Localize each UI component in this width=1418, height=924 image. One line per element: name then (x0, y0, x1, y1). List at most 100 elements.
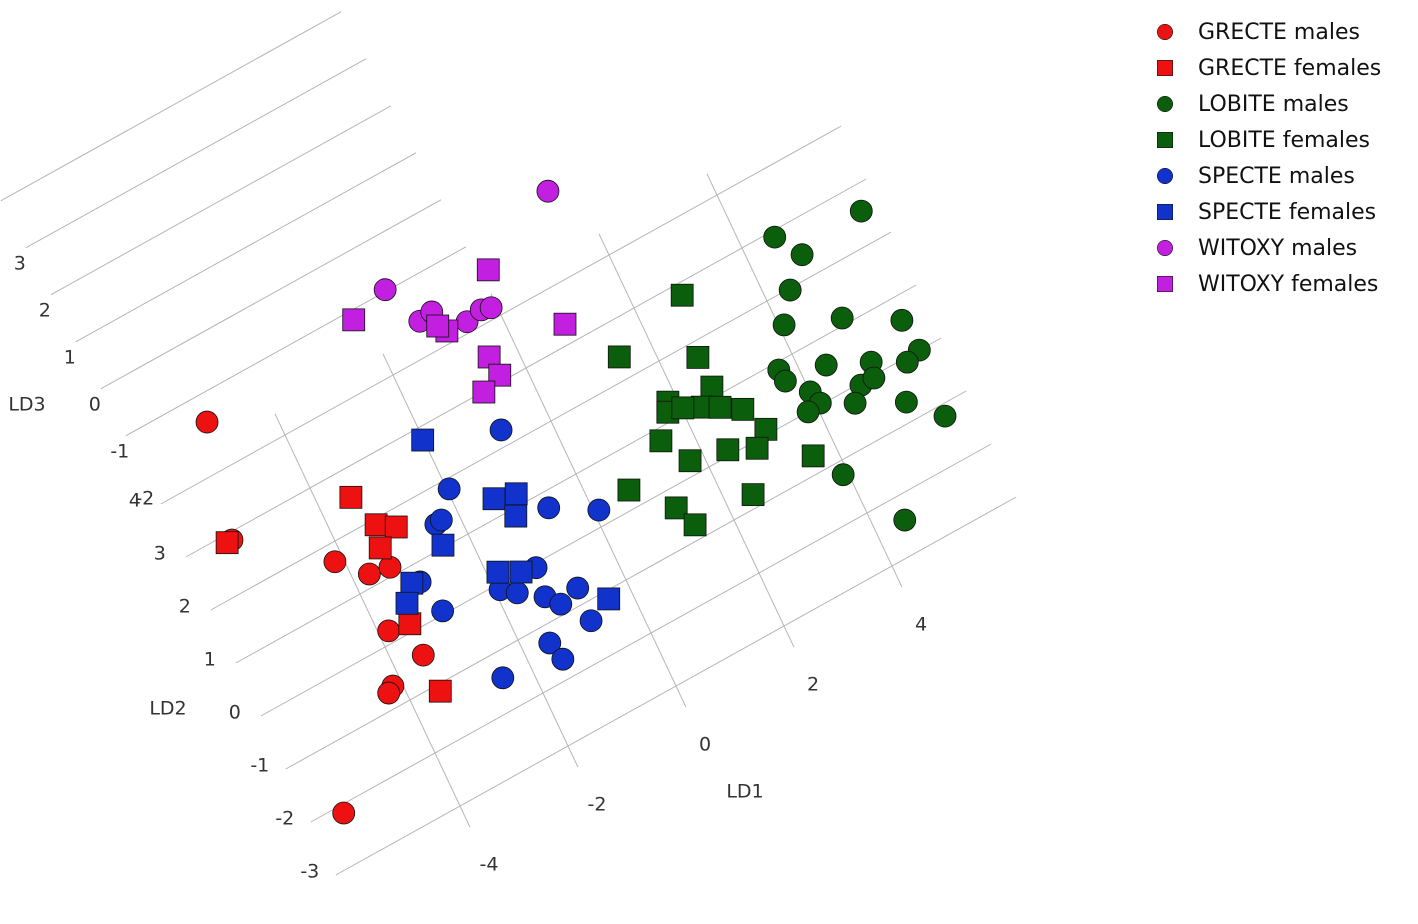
point (538, 631, 562, 655)
x-tick-label: -2 (588, 794, 607, 816)
legend-label: SPECTE females (1198, 200, 1376, 225)
x-tick-label: 4 (915, 614, 927, 636)
point (670, 283, 694, 307)
point (549, 592, 573, 616)
point (678, 449, 702, 473)
point (763, 225, 787, 249)
grid-line (125, 246, 467, 437)
point (373, 278, 397, 302)
legend-marker (1157, 276, 1173, 292)
point (773, 369, 797, 393)
point (830, 306, 854, 330)
grid-line (285, 390, 967, 770)
point (384, 515, 408, 539)
x-tick-label: 0 (699, 734, 711, 756)
point (790, 243, 814, 267)
point (708, 395, 732, 419)
point (551, 647, 575, 671)
point (617, 478, 641, 502)
x-tick-label: 2 (807, 674, 819, 696)
grid-line (382, 353, 579, 768)
point (895, 350, 919, 374)
grid-line (310, 443, 992, 823)
point (683, 513, 707, 537)
point (553, 312, 577, 336)
z-tick-label: -1 (110, 440, 129, 462)
x-axis-title: LD1 (726, 781, 763, 803)
point (893, 508, 917, 532)
grid-line (490, 293, 687, 708)
point (342, 308, 366, 332)
legend-label: GRECTE males (1198, 20, 1360, 45)
z-tick-label: 3 (14, 252, 26, 274)
point (890, 308, 914, 332)
legend-label: LOBITE males (1198, 92, 1349, 117)
point (426, 314, 450, 338)
point (395, 591, 419, 615)
grid-line (210, 231, 892, 611)
y-tick-label: 1 (204, 649, 216, 671)
point (431, 599, 455, 623)
point (400, 571, 424, 595)
z-tick-label: 0 (89, 393, 101, 415)
point (377, 619, 401, 643)
point (431, 533, 455, 557)
point (597, 587, 621, 611)
legend-marker (1157, 24, 1173, 40)
point (472, 380, 496, 404)
y-tick-label: -1 (250, 755, 269, 777)
legend: GRECTE males GRECTE females LOBITE males LO… (1157, 20, 1381, 297)
point (772, 313, 796, 337)
point (429, 508, 453, 532)
point (504, 482, 528, 506)
z-tick-label: 1 (64, 346, 76, 368)
legend-marker (1157, 168, 1173, 184)
point (796, 400, 820, 424)
point (411, 428, 435, 452)
point (504, 504, 528, 528)
y-tick-label: -2 (275, 808, 294, 830)
point (801, 444, 825, 468)
point (411, 643, 435, 667)
point (398, 612, 422, 636)
grid-line (274, 413, 471, 828)
legend-label: WITOXY males (1198, 236, 1357, 261)
point (566, 576, 590, 600)
point (862, 366, 886, 390)
point (339, 485, 363, 509)
point (489, 418, 513, 442)
point (377, 681, 401, 705)
grid-line (260, 337, 942, 717)
point (731, 397, 755, 421)
legend-marker (1157, 132, 1173, 148)
y-tick-label: 4 (129, 490, 141, 512)
point (814, 353, 838, 377)
legend-label: WITOXY females (1198, 272, 1378, 297)
legend-marker (1157, 240, 1173, 256)
point (664, 496, 688, 520)
points (195, 179, 957, 825)
point (843, 391, 867, 415)
legend-label: SPECTE males (1198, 164, 1355, 189)
z-tick-label: 2 (39, 299, 51, 321)
legend-marker (1157, 204, 1173, 220)
z-axis-title: LD3 (8, 394, 45, 416)
point (505, 581, 529, 605)
y-tick-label: 2 (179, 596, 191, 618)
legend-label: LOBITE females (1198, 128, 1370, 153)
point (378, 555, 402, 579)
point (509, 560, 533, 584)
point (537, 496, 561, 520)
point (486, 560, 510, 584)
point (476, 258, 500, 282)
y-tick-label: 0 (229, 702, 241, 724)
point (368, 536, 392, 560)
point (332, 801, 356, 825)
point (741, 483, 765, 507)
point (357, 562, 381, 586)
point (482, 487, 506, 511)
point (686, 345, 710, 369)
grid (0, 11, 1017, 876)
point (894, 390, 918, 414)
